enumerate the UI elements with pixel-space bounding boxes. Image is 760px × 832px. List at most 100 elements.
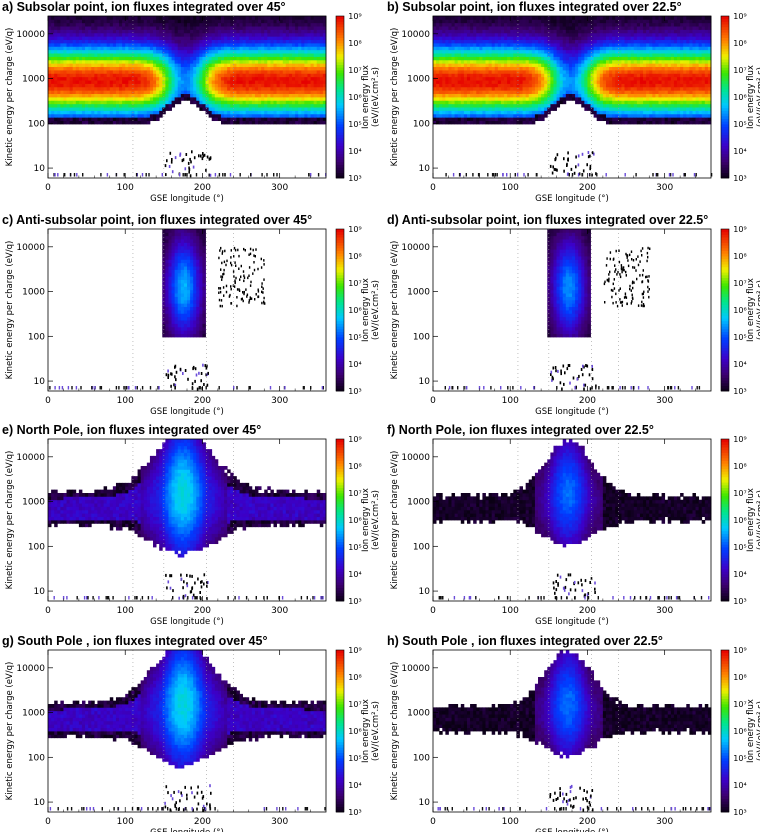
heatmap-cell xyxy=(590,43,595,47)
heatmap-cell xyxy=(454,32,459,37)
heatmap-cell xyxy=(547,32,551,37)
heatmap-cell xyxy=(264,49,268,54)
heatmap-cell xyxy=(242,76,247,81)
heatmap-cell xyxy=(261,100,265,105)
heatmap-cell xyxy=(568,49,573,54)
heatmap-cell xyxy=(504,39,508,44)
heatmap-cell xyxy=(319,29,324,34)
heatmap-cell xyxy=(522,113,527,118)
heatmap-cell xyxy=(208,66,213,71)
heatmap-cell xyxy=(488,83,493,88)
heatmap-cell xyxy=(316,66,321,71)
heatmap-cell xyxy=(196,49,200,54)
heatmap-cell xyxy=(211,76,216,81)
heatmap-cell xyxy=(485,80,489,84)
heatmap-cell xyxy=(69,36,74,41)
heatmap-cell xyxy=(304,59,308,64)
heatmap-cell xyxy=(72,70,77,74)
heatmap-cell xyxy=(485,110,489,115)
heatmap-cell xyxy=(48,56,52,61)
heatmap-cell xyxy=(630,66,635,71)
heatmap-cell xyxy=(193,70,197,74)
heatmap-cell xyxy=(168,49,172,54)
heatmap-cell xyxy=(630,39,635,44)
heatmap-cell xyxy=(282,36,287,41)
heatmap-cell xyxy=(556,103,561,108)
heatmap-cell xyxy=(137,113,142,118)
heatmap-cell xyxy=(242,66,247,71)
heatmap-cell xyxy=(119,43,123,47)
heatmap-cell xyxy=(519,22,523,27)
colorbar-swatch xyxy=(336,37,344,41)
heatmap-cell xyxy=(322,117,327,122)
heatmap-cell xyxy=(482,43,486,47)
heatmap-cell xyxy=(279,22,284,27)
heatmap-cell xyxy=(494,117,499,122)
heatmap-cell xyxy=(258,80,262,84)
heatmap-cell xyxy=(630,36,635,41)
heatmap-cell xyxy=(470,110,474,115)
heatmap-cell xyxy=(279,53,284,57)
heatmap-cell xyxy=(565,93,570,98)
heatmap-cell xyxy=(146,29,151,34)
heatmap-cell xyxy=(279,103,284,108)
heatmap-cell xyxy=(550,80,554,84)
heatmap-cell xyxy=(541,97,545,101)
y-tick-label: 1000 xyxy=(22,75,45,85)
heatmap-cell xyxy=(134,26,138,30)
heatmap-cell xyxy=(242,26,247,30)
heatmap-cell xyxy=(119,56,123,61)
heatmap-cell xyxy=(433,43,437,47)
heatmap-cell xyxy=(618,26,622,30)
heatmap-cell xyxy=(534,63,539,68)
heatmap-cell xyxy=(264,53,268,57)
heatmap-cell xyxy=(578,36,582,41)
heatmap-cell xyxy=(48,100,52,105)
heatmap-cell xyxy=(482,16,486,20)
heatmap-cell xyxy=(242,39,247,44)
heatmap-cell xyxy=(476,66,480,71)
heatmap-cell xyxy=(593,100,598,105)
heatmap-cell xyxy=(122,93,126,98)
heatmap-cell xyxy=(94,113,98,118)
heatmap-cell xyxy=(525,16,530,20)
heatmap-cell xyxy=(57,49,61,54)
heatmap-cell xyxy=(562,80,567,84)
heatmap-cell xyxy=(180,39,185,44)
heatmap-cell xyxy=(137,83,142,88)
heatmap-cell xyxy=(282,70,287,74)
heatmap-cell xyxy=(609,66,613,71)
heatmap-cell xyxy=(436,43,440,47)
heatmap-cell xyxy=(233,83,237,88)
heatmap-cell xyxy=(587,16,591,20)
heatmap-cell xyxy=(125,120,129,125)
heatmap-cell xyxy=(301,53,305,57)
heatmap-cell xyxy=(575,53,579,57)
heatmap-cell xyxy=(100,113,104,118)
heatmap-cell xyxy=(242,93,247,98)
heatmap-cell xyxy=(245,36,250,41)
heatmap-cell xyxy=(230,59,234,64)
heatmap-cell xyxy=(69,173,72,177)
heatmap-cell xyxy=(100,66,104,71)
heatmap-cell xyxy=(187,80,191,84)
heatmap-cell xyxy=(445,63,449,68)
heatmap-cell xyxy=(466,80,471,84)
heatmap-cell xyxy=(319,70,324,74)
heatmap-cell xyxy=(519,90,523,95)
heatmap-cell xyxy=(162,80,166,84)
heatmap-cell xyxy=(205,49,210,54)
heatmap-cell xyxy=(119,53,123,57)
heatmap-cell xyxy=(273,173,275,177)
heatmap-cell xyxy=(51,66,55,71)
heatmap-cell xyxy=(482,73,486,78)
heatmap-cell xyxy=(273,22,277,27)
heatmap-cell xyxy=(131,39,135,44)
heatmap-cell xyxy=(433,83,437,88)
heatmap-cell xyxy=(494,93,499,98)
heatmap-cell xyxy=(575,22,579,27)
heatmap-cell xyxy=(491,16,496,20)
heatmap-cell xyxy=(171,59,176,64)
heatmap-cell xyxy=(75,70,80,74)
heatmap-cell xyxy=(183,43,188,47)
